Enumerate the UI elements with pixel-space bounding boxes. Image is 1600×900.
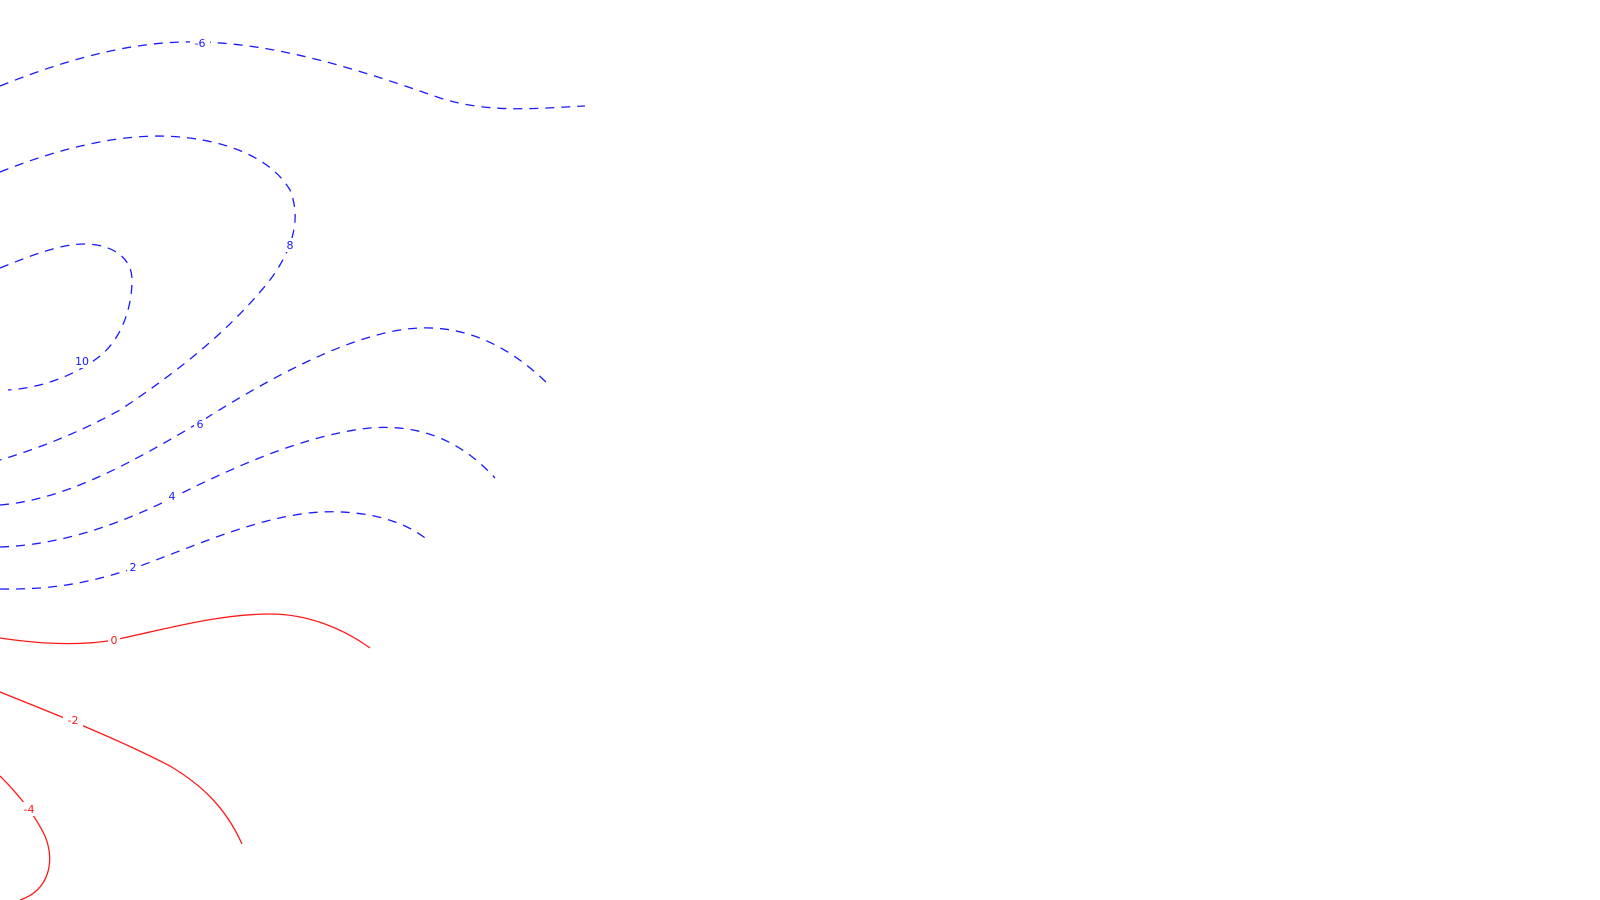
contour-label: 2 (130, 561, 137, 574)
contour-line (0, 691, 243, 845)
contour-line (0, 243, 133, 391)
contour-line (0, 511, 431, 590)
contour-label-background (63, 713, 83, 727)
contour-line (0, 613, 371, 649)
contour-line (0, 327, 551, 506)
contour-level-8-1: 8 (0, 135, 296, 461)
contour-label-background (72, 354, 92, 368)
contour-level-0-6: 0 (0, 613, 371, 649)
contour-label-background (166, 489, 178, 503)
contour-label-background (194, 417, 206, 431)
contour-line (0, 426, 496, 548)
contour-label: -2 (68, 714, 79, 727)
contour-level-neg2-7: -2 (0, 691, 243, 845)
contour-line (0, 41, 586, 110)
contour-label-background (284, 238, 296, 252)
contour-line (0, 775, 51, 900)
contour-level-neg4-8: -4 (0, 775, 51, 900)
contour-label: -4 (24, 803, 35, 816)
contour-label-background (108, 633, 120, 647)
contour-label: 0 (111, 634, 118, 647)
contour-label-background (127, 560, 139, 574)
contour-label: 10 (75, 355, 89, 368)
contour-label-background (190, 36, 210, 50)
contour-label: -6 (195, 37, 206, 50)
contour-label: 6 (197, 418, 204, 431)
contour-level-6-0: -6 (0, 36, 586, 110)
contour-level-6-3: 6 (0, 327, 551, 506)
contour-level-2-5: 2 (0, 511, 431, 590)
contour-label-background (19, 802, 39, 816)
contour-level-10-2: 10 (0, 243, 133, 391)
contour-label: 4 (169, 490, 176, 503)
contour-level-4-4: 4 (0, 426, 496, 548)
contour-line (0, 135, 296, 461)
contour-label: 8 (287, 239, 294, 252)
